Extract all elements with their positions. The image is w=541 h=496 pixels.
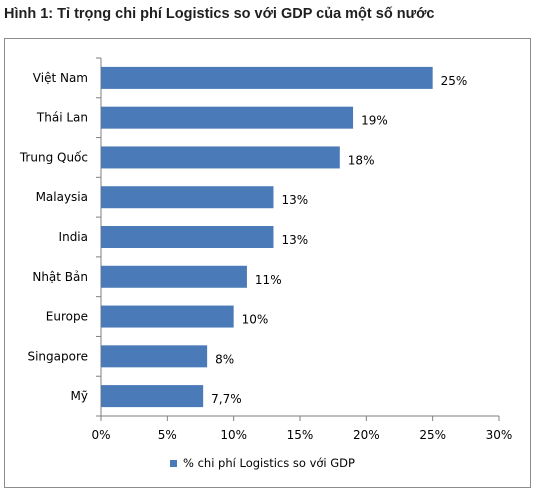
category-label: Trung Quốc	[19, 150, 88, 164]
category-label: Europe	[46, 310, 88, 324]
legend-label: % chi phí Logistics so với GDP	[183, 456, 355, 470]
chart-frame	[4, 38, 531, 488]
x-tick-label: 30%	[486, 428, 513, 442]
data-label: 8%	[215, 352, 234, 366]
category-label: Mỹ	[71, 389, 88, 403]
category-label: Thái Lan	[36, 111, 88, 125]
bar	[101, 106, 354, 129]
data-label: 19%	[361, 114, 388, 128]
data-label: 13%	[281, 233, 308, 247]
data-label: 13%	[281, 193, 308, 207]
bar	[101, 265, 247, 288]
x-tick-label: 25%	[419, 428, 446, 442]
bar	[101, 226, 274, 248]
bar	[101, 345, 208, 368]
legend-swatch	[170, 459, 177, 467]
x-tick-label: 20%	[353, 428, 380, 442]
x-tick-label: 0%	[91, 428, 110, 442]
bar	[101, 146, 340, 169]
data-label: 11%	[255, 273, 282, 287]
bar	[101, 186, 274, 209]
bar	[101, 66, 433, 89]
category-label: Việt Nam	[33, 71, 88, 85]
category-label: India	[59, 230, 88, 244]
category-label: Malaysia	[36, 190, 88, 204]
data-label: 7,7%	[211, 392, 242, 406]
legend: % chi phí Logistics so với GDP	[170, 456, 355, 470]
x-tick-label: 15%	[287, 428, 314, 442]
data-label: 18%	[348, 153, 375, 167]
x-tick-label: 10%	[220, 428, 247, 442]
data-label: 25%	[441, 74, 468, 88]
x-tick-label: 5%	[158, 428, 177, 442]
category-label: Nhật Bản	[32, 270, 88, 284]
bar	[101, 385, 204, 408]
bar	[101, 305, 234, 328]
figure-title: Hình 1: Tỉ trọng chi phí Logistics so vớ…	[4, 6, 435, 22]
category-label: Singapore	[27, 349, 88, 363]
data-label: 10%	[242, 313, 269, 327]
